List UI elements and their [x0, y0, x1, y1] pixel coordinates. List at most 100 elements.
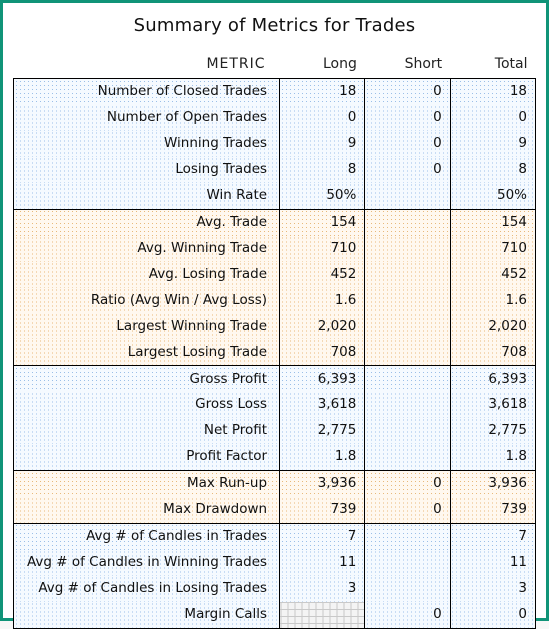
cell-long: 18 [280, 79, 365, 105]
cell-long: 452 [280, 262, 365, 288]
cell-total: 710 [450, 236, 535, 262]
metric-label: Max Run-up [14, 471, 280, 497]
cell-total: 7 [450, 523, 535, 549]
metric-label: Avg # of Candles in Losing Trades [14, 576, 280, 602]
cell-short [365, 523, 450, 549]
cell-short [365, 236, 450, 262]
cell-total: 2,020 [450, 313, 535, 339]
metric-label: Largest Losing Trade [14, 339, 280, 365]
table-row: Number of Closed Trades18018 [14, 79, 536, 105]
metric-label: Ratio (Avg Win / Avg Loss) [14, 288, 280, 314]
cell-short: 0 [365, 471, 450, 497]
panel-title: Summary of Metrics for Trades [13, 15, 536, 36]
cell-total: 9 [450, 131, 535, 157]
col-metric: METRIC [14, 50, 280, 79]
table-row: Avg. Winning Trade710710 [14, 236, 536, 262]
cell-short: 0 [365, 157, 450, 183]
cell-short [365, 339, 450, 365]
table-row: Largest Winning Trade2,0202,020 [14, 313, 536, 339]
cell-total: 0 [450, 602, 535, 628]
metric-label: Avg # of Candles in Trades [14, 523, 280, 549]
cell-long: 739 [280, 497, 365, 523]
table-header-row: METRIC Long Short Total [14, 50, 536, 79]
cell-long: 9 [280, 131, 365, 157]
metric-label: Losing Trades [14, 157, 280, 183]
cell-long: 1.6 [280, 288, 365, 314]
table-row: Avg # of Candles in Winning Trades1111 [14, 550, 536, 576]
table-row: Ratio (Avg Win / Avg Loss)1.61.6 [14, 288, 536, 314]
cell-total: 452 [450, 262, 535, 288]
metric-label: Max Drawdown [14, 497, 280, 523]
cell-total: 0 [450, 105, 535, 131]
col-short: Short [365, 50, 450, 79]
cell-long: 1.8 [280, 444, 365, 470]
cell-total: 3,936 [450, 471, 535, 497]
metric-label: Avg # of Candles in Winning Trades [14, 550, 280, 576]
table-row: Number of Open Trades000 [14, 105, 536, 131]
cell-short: 0 [365, 105, 450, 131]
cell-long: 710 [280, 236, 365, 262]
metric-label: Number of Closed Trades [14, 79, 280, 105]
metrics-panel: Summary of Metrics for Trades METRIC Lon… [0, 0, 549, 621]
metric-label: Winning Trades [14, 131, 280, 157]
cell-short [365, 444, 450, 470]
cell-short [365, 262, 450, 288]
cell-short [365, 550, 450, 576]
cell-long: 3,618 [280, 392, 365, 418]
cell-total: 739 [450, 497, 535, 523]
cell-total: 154 [450, 209, 535, 235]
cell-total: 1.6 [450, 288, 535, 314]
metric-label: Win Rate [14, 183, 280, 209]
cell-total: 6,393 [450, 366, 535, 392]
cell-short [365, 209, 450, 235]
cell-long: 2,020 [280, 313, 365, 339]
cell-short: 0 [365, 497, 450, 523]
table-row: Avg # of Candles in Losing Trades33 [14, 576, 536, 602]
cell-short: 0 [365, 602, 450, 628]
cell-long: 3,936 [280, 471, 365, 497]
cell-total: 2,775 [450, 418, 535, 444]
table-row: Margin Calls 00 [14, 602, 536, 628]
metric-label: Net Profit [14, 418, 280, 444]
cell-short [365, 183, 450, 209]
cell-long: 154 [280, 209, 365, 235]
table-row: Gross Profit6,3936,393 [14, 366, 536, 392]
table-row: Max Run-up3,93603,936 [14, 471, 536, 497]
col-total: Total [450, 50, 535, 79]
metric-label: Margin Calls [14, 602, 280, 628]
cell-long [280, 602, 365, 628]
cell-long: 3 [280, 576, 365, 602]
cell-total: 1.8 [450, 444, 535, 470]
cell-long: 11 [280, 550, 365, 576]
metric-label: Avg. Losing Trade [14, 262, 280, 288]
cell-long: 8 [280, 157, 365, 183]
table-row: Max Drawdown7390739 [14, 497, 536, 523]
table-row: Win Rate50%50% [14, 183, 536, 209]
table-row: Net Profit2,7752,775 [14, 418, 536, 444]
col-long: Long [280, 50, 365, 79]
cell-total: 708 [450, 339, 535, 365]
metric-label: Largest Winning Trade [14, 313, 280, 339]
cell-total: 50% [450, 183, 535, 209]
cell-long: 0 [280, 105, 365, 131]
cell-long: 50% [280, 183, 365, 209]
cell-short [365, 366, 450, 392]
metric-label: Gross Profit [14, 366, 280, 392]
metrics-table: METRIC Long Short Total Number of Closed… [13, 50, 536, 629]
metric-label: Avg. Winning Trade [14, 236, 280, 262]
cell-short [365, 288, 450, 314]
cell-short: 0 [365, 131, 450, 157]
cell-short: 0 [365, 79, 450, 105]
table-row: Losing Trades808 [14, 157, 536, 183]
table-row: Largest Losing Trade708708 [14, 339, 536, 365]
cell-long: 2,775 [280, 418, 365, 444]
cell-long: 6,393 [280, 366, 365, 392]
metric-label: Profit Factor [14, 444, 280, 470]
cell-short [365, 313, 450, 339]
cell-long: 708 [280, 339, 365, 365]
cell-short [365, 392, 450, 418]
cell-short [365, 418, 450, 444]
metric-label: Number of Open Trades [14, 105, 280, 131]
table-row: Avg # of Candles in Trades77 [14, 523, 536, 549]
table-row: Avg. Losing Trade452452 [14, 262, 536, 288]
